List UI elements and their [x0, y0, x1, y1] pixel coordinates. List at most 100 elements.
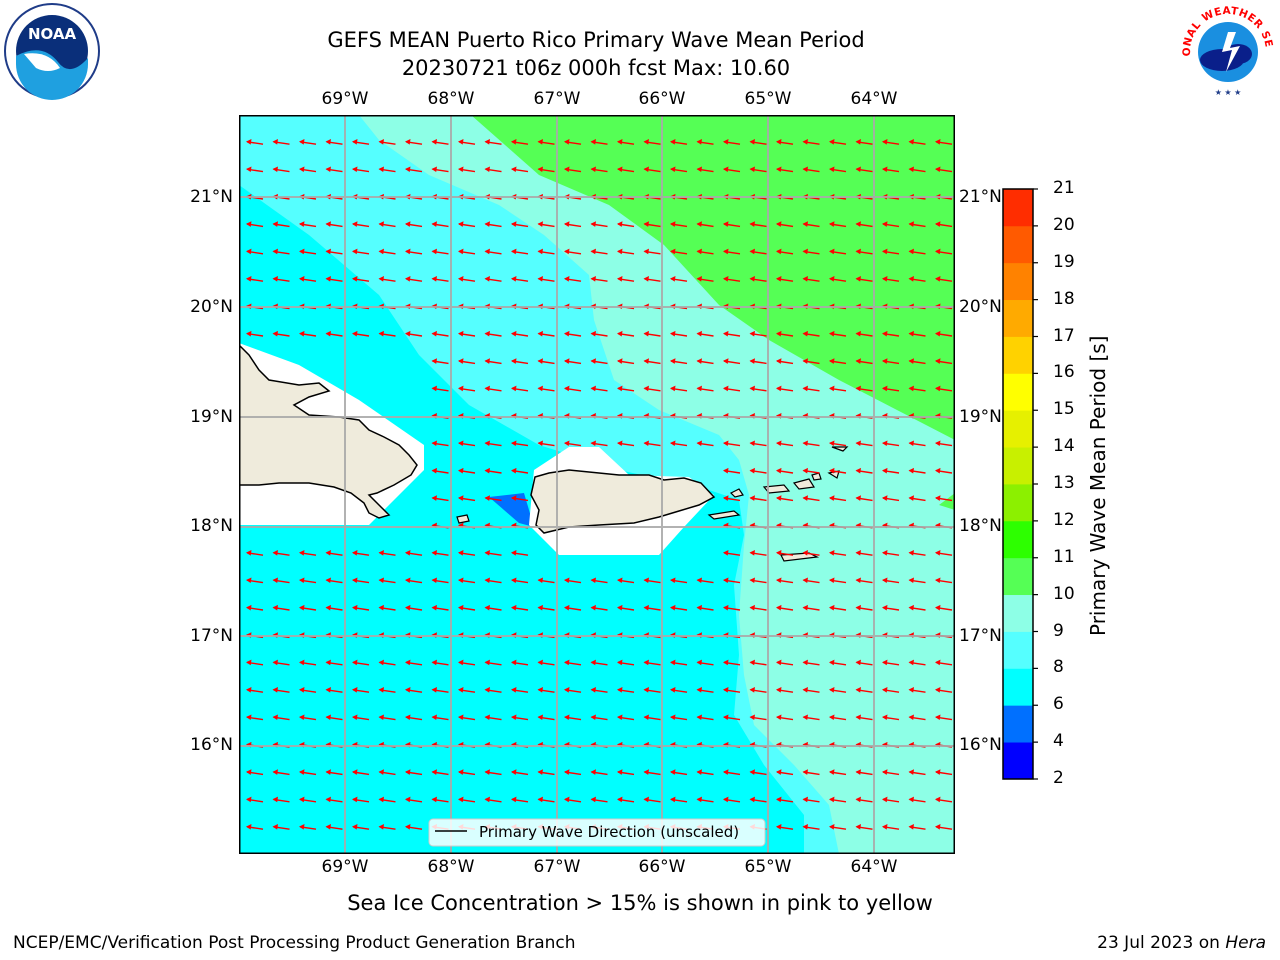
- wave-arrow-head: [564, 139, 570, 145]
- wave-arrow-head: [246, 139, 252, 145]
- wave-arrow-head: [829, 687, 835, 693]
- wave-arrow-head: [776, 769, 782, 775]
- wave-arrow-head: [590, 577, 596, 584]
- colorbar-segment: [1003, 484, 1033, 522]
- wave-arrow-head: [378, 659, 384, 666]
- wave-arrow-head: [617, 577, 623, 584]
- wave-arrow-head: [431, 276, 437, 282]
- wave-arrow-head: [855, 467, 861, 474]
- map-subtitle: 20230721 t06z 000h fcst Max: 10.60: [401, 56, 791, 80]
- wave-arrow-head: [272, 139, 278, 145]
- wave-arrow-head: [776, 604, 782, 611]
- colorbar-segment: [1003, 631, 1033, 669]
- wave-arrow-head: [246, 687, 252, 693]
- wave-arrow-head: [882, 330, 888, 337]
- wave-arrow-head: [590, 248, 596, 255]
- colorbar-segment: [1003, 262, 1033, 301]
- wave-arrow-head: [511, 604, 517, 611]
- wave-arrow-head: [405, 796, 411, 803]
- wave-arrow-head: [617, 769, 623, 775]
- noaa-logo-text: NOAA: [28, 25, 77, 43]
- wave-arrow-head: [829, 166, 835, 173]
- wave-arrow-head: [723, 276, 729, 282]
- wave-arrow-head: [458, 440, 464, 447]
- colorbar-tick-label: 18: [1053, 288, 1075, 309]
- wave-arrow-head: [829, 330, 835, 337]
- wave-arrow-head: [802, 604, 808, 611]
- wave-arrow-head: [749, 714, 755, 721]
- wave-arrow-head: [590, 440, 596, 447]
- wave-arrow-head: [352, 248, 358, 255]
- lat-label-right-20n: 20°N: [959, 297, 1002, 317]
- wave-arrow-head: [802, 221, 808, 227]
- wave-arrow-head: [405, 714, 411, 721]
- wave-arrow-head: [776, 358, 782, 364]
- wave-arrow-head: [749, 577, 755, 584]
- wave-arrow-head: [908, 550, 914, 556]
- wave-arrow-head: [537, 330, 543, 337]
- colorbar-segment: [1003, 299, 1033, 337]
- wave-arrow-head: [325, 139, 331, 145]
- wave-arrow-head: [935, 495, 941, 501]
- wave-arrow-head: [643, 769, 649, 775]
- wave-arrow-head: [643, 330, 649, 337]
- wave-arrow-head: [590, 604, 596, 611]
- wave-arrow-head: [908, 221, 914, 227]
- wave-arrow-head: [299, 824, 305, 830]
- wave-arrow-head: [564, 769, 570, 775]
- wave-arrow-head: [749, 440, 755, 447]
- wave-arrow-head: [431, 687, 437, 693]
- wave-arrow-head: [511, 659, 517, 666]
- wave-arrow-head: [378, 276, 384, 282]
- wave-arrow-head: [352, 221, 358, 227]
- wave-arrow-head: [908, 577, 914, 584]
- wave-arrow-head: [246, 824, 252, 830]
- wave-arrow-head: [458, 166, 464, 173]
- period-band-4-6: [489, 493, 534, 527]
- wave-arrow-head: [855, 824, 861, 830]
- wave-arrow-head: [908, 166, 914, 173]
- wave-arrow-head: [590, 139, 596, 145]
- wave-arrow-head: [352, 714, 358, 721]
- wave-arrow-head: [431, 714, 437, 721]
- wave-arrow-head: [352, 604, 358, 611]
- wave-arrow-head: [590, 358, 596, 364]
- wave-arrow-head: [564, 577, 570, 584]
- wave-arrow-head: [299, 769, 305, 775]
- wave-arrow-head: [908, 687, 914, 693]
- wave-arrow-head: [617, 139, 623, 145]
- colorbar-tick-label: 10: [1053, 583, 1075, 604]
- wave-arrow-head: [378, 824, 384, 830]
- wave-arrow-head: [246, 276, 252, 282]
- lon-label-bottom-64w: 64°W: [850, 857, 898, 877]
- wave-arrow-head: [882, 796, 888, 803]
- wave-arrow-head: [749, 604, 755, 611]
- wave-arrow-head: [617, 330, 623, 337]
- wave-arrow-head: [749, 495, 755, 501]
- colorbar-segment: [1003, 447, 1033, 485]
- wave-arrow-head: [325, 769, 331, 775]
- wave-arrow-head: [882, 440, 888, 447]
- wave-arrow-head: [405, 687, 411, 693]
- wave-arrow-head: [723, 166, 729, 173]
- colorbar-tick-label: 12: [1053, 509, 1075, 530]
- wave-arrow-head: [882, 824, 888, 830]
- wave-arrow-head: [405, 769, 411, 775]
- wave-arrow-head: [723, 467, 729, 474]
- wave-arrow-head: [325, 796, 331, 803]
- wave-arrow-head: [511, 358, 517, 364]
- wave-arrow-head: [749, 276, 755, 282]
- colorbar-tick-label: 9: [1053, 620, 1064, 641]
- wave-arrow-head: [882, 358, 888, 364]
- wave-arrow-head: [511, 495, 517, 501]
- wave-arrow-head: [882, 467, 888, 474]
- wave-arrow-head: [564, 276, 570, 282]
- wave-arrow-head: [908, 796, 914, 803]
- wave-arrow-head: [882, 687, 888, 693]
- wave-arrow-head: [935, 796, 941, 803]
- wave-arrow-head: [829, 440, 835, 447]
- lat-label-right-16n: 16°N: [959, 735, 1002, 755]
- wave-arrow-head: [590, 330, 596, 337]
- wave-arrow-head: [484, 577, 490, 584]
- noaa-logo: NOAA: [4, 3, 100, 100]
